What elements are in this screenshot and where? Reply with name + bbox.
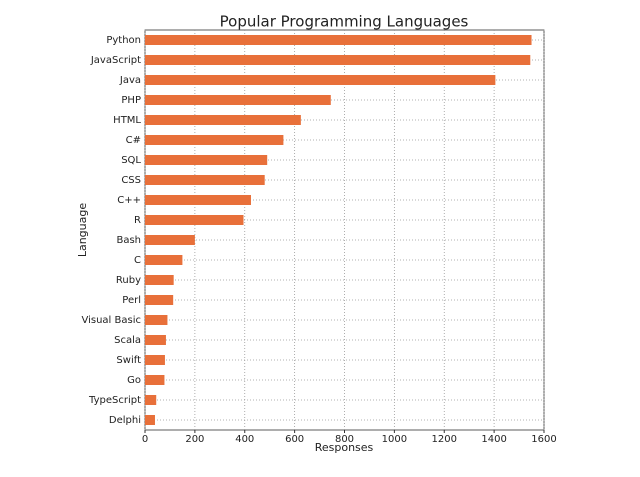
y-tick-label: PHP bbox=[121, 95, 141, 106]
y-tick-label: Delphi bbox=[109, 415, 141, 426]
chart-title: Popular Programming Languages bbox=[220, 13, 469, 31]
bar bbox=[145, 375, 165, 385]
bar bbox=[145, 155, 268, 165]
x-tick-label: 1000 bbox=[382, 434, 407, 445]
bar bbox=[145, 275, 174, 285]
x-tick-label: 1400 bbox=[481, 434, 506, 445]
bar bbox=[145, 335, 166, 345]
bar bbox=[145, 355, 165, 365]
y-tick-label: Scala bbox=[114, 335, 141, 346]
y-tick-label: R bbox=[134, 215, 141, 226]
bar bbox=[145, 315, 168, 325]
bar bbox=[145, 135, 284, 145]
y-tick-label: C++ bbox=[117, 195, 141, 206]
bar bbox=[145, 35, 532, 45]
bar bbox=[145, 295, 174, 305]
y-tick-label: C bbox=[134, 255, 141, 266]
bar bbox=[145, 195, 251, 205]
y-tick-label: HTML bbox=[113, 115, 141, 126]
x-axis-label: Responses bbox=[315, 441, 374, 454]
x-tick-label: 400 bbox=[235, 434, 254, 445]
y-tick-label: C# bbox=[126, 135, 141, 146]
y-tick-label: Ruby bbox=[116, 275, 141, 286]
y-tick-label: TypeScript bbox=[88, 395, 141, 406]
y-tick-label: Visual Basic bbox=[81, 315, 141, 326]
bar bbox=[145, 255, 183, 265]
x-tick-label: 600 bbox=[285, 434, 304, 445]
y-tick-label: Perl bbox=[122, 295, 141, 306]
y-tick-label: Java bbox=[119, 75, 141, 86]
x-tick-label: 1600 bbox=[531, 434, 556, 445]
bar bbox=[145, 115, 301, 125]
y-axis-label: Language bbox=[76, 203, 89, 258]
y-tick-label: Go bbox=[127, 375, 141, 386]
y-tick-label: SQL bbox=[121, 155, 141, 166]
y-tick-label: CSS bbox=[121, 175, 141, 186]
y-tick-label: JavaScript bbox=[90, 55, 141, 66]
x-tick-label: 1200 bbox=[432, 434, 457, 445]
bar bbox=[145, 175, 265, 185]
bar bbox=[145, 75, 496, 85]
x-tick-label: 800 bbox=[335, 434, 354, 445]
bar bbox=[145, 235, 195, 245]
bar bbox=[145, 95, 331, 105]
y-tick-label: Python bbox=[106, 35, 141, 46]
bar bbox=[145, 55, 531, 65]
y-tick-label: Swift bbox=[116, 355, 141, 366]
x-tick-label: 0 bbox=[142, 434, 148, 445]
x-tick-label: 200 bbox=[185, 434, 204, 445]
bar bbox=[145, 395, 157, 405]
bar bbox=[145, 415, 155, 425]
bar bbox=[145, 215, 244, 225]
y-tick-label: Bash bbox=[116, 235, 141, 246]
